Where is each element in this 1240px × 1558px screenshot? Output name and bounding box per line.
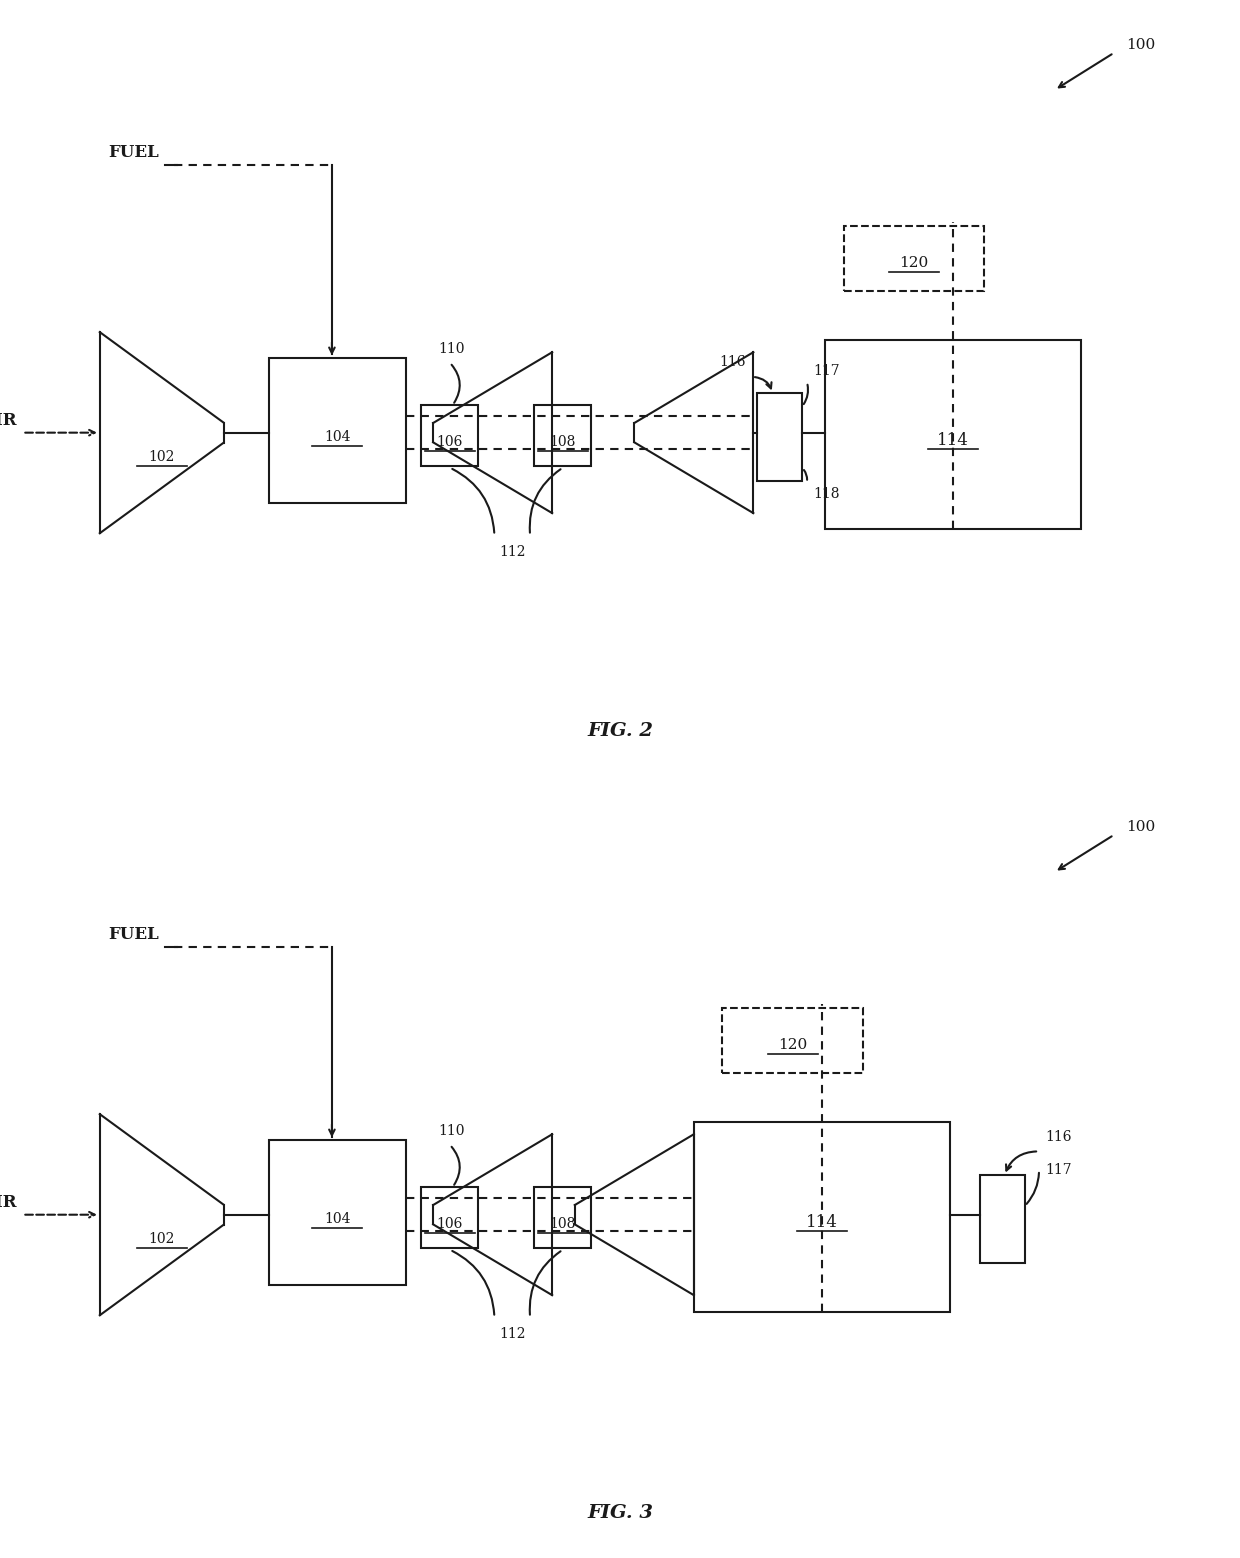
Bar xyxy=(843,226,985,291)
Bar xyxy=(422,405,479,466)
Bar xyxy=(825,340,1081,530)
Text: AIR: AIR xyxy=(0,411,16,428)
Text: 116: 116 xyxy=(719,355,746,369)
Text: 117: 117 xyxy=(1045,1162,1071,1176)
Text: 102: 102 xyxy=(149,1232,175,1246)
Text: FUEL: FUEL xyxy=(109,925,159,943)
Text: 100: 100 xyxy=(1126,821,1156,835)
Text: 120: 120 xyxy=(777,1038,807,1052)
Bar xyxy=(694,1122,950,1312)
Bar xyxy=(269,358,405,503)
Bar xyxy=(723,1008,863,1073)
Text: 100: 100 xyxy=(1126,39,1156,53)
Text: 108: 108 xyxy=(549,1217,577,1231)
Bar xyxy=(756,393,802,481)
Bar xyxy=(422,1187,479,1248)
Text: 118: 118 xyxy=(813,486,839,500)
Text: 108: 108 xyxy=(549,435,577,449)
Text: 116: 116 xyxy=(1045,1130,1071,1144)
Text: 114: 114 xyxy=(936,432,968,449)
Text: 106: 106 xyxy=(436,1217,463,1231)
Text: 110: 110 xyxy=(438,1125,464,1139)
Text: 112: 112 xyxy=(498,545,526,559)
Text: AIR: AIR xyxy=(0,1193,16,1211)
Text: 104: 104 xyxy=(324,1212,351,1226)
Text: 106: 106 xyxy=(436,435,463,449)
Bar xyxy=(980,1175,1024,1264)
Text: 117: 117 xyxy=(813,365,839,379)
Bar xyxy=(534,405,591,466)
Text: 102: 102 xyxy=(149,450,175,464)
Text: 110: 110 xyxy=(438,343,464,357)
Text: 120: 120 xyxy=(899,256,929,270)
Text: FIG. 3: FIG. 3 xyxy=(587,1503,653,1522)
Text: FIG. 2: FIG. 2 xyxy=(587,721,653,740)
Bar xyxy=(534,1187,591,1248)
Text: 112: 112 xyxy=(498,1327,526,1341)
Text: 114: 114 xyxy=(806,1214,838,1231)
Text: FUEL: FUEL xyxy=(109,143,159,160)
Text: 104: 104 xyxy=(324,430,351,444)
Bar xyxy=(269,1140,405,1285)
